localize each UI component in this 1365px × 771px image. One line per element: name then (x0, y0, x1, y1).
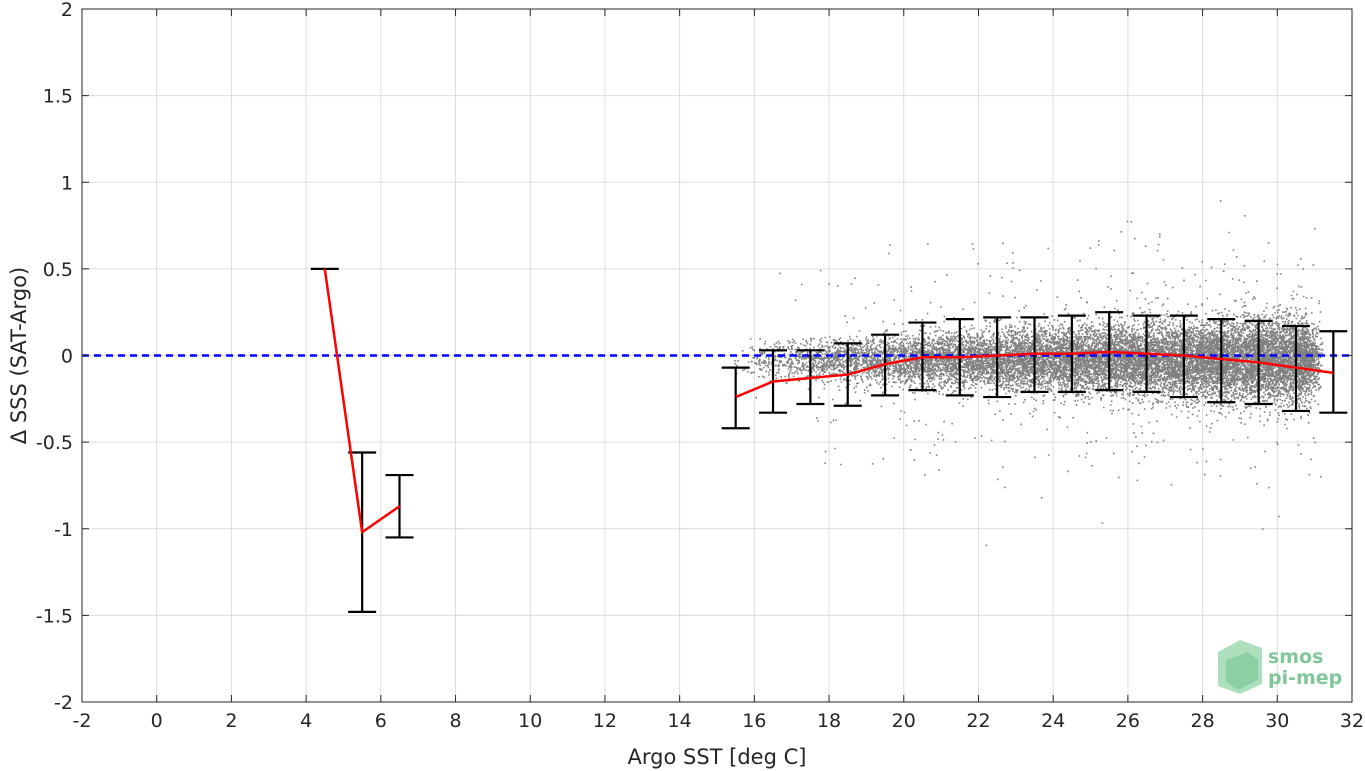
y-tick-label: 0.5 (43, 259, 73, 281)
logo-line2: pi-mep (1268, 667, 1342, 689)
error-bars (310, 267, 1348, 614)
x-axis-ticks: -2 0 2 4 6 8 10 12 14 16 18 20 22 24 26 28 30 32 (73, 9, 1364, 732)
binned-mean-line-warm (735, 350, 1334, 399)
x-tick-label: 0 (151, 710, 163, 732)
x-axis-label: Argo SST [deg C] (628, 745, 807, 769)
x-tick-label: 8 (449, 710, 461, 732)
y-tick-label: -1 (54, 519, 73, 541)
x-tick-label: 14 (668, 710, 692, 732)
y-tick-label: 1.5 (43, 86, 73, 108)
y-axis-ticks: 2 1.5 1 0.5 0 -0.5 -1 -1.5 -2 (36, 0, 1352, 714)
x-tick-label: 26 (1116, 710, 1140, 732)
logo-line1: smos (1268, 646, 1323, 668)
y-tick-label: -0.5 (36, 432, 73, 454)
y-tick-label: 2 (61, 0, 73, 21)
x-tick-label: 30 (1265, 710, 1289, 732)
x-tick-label: 10 (518, 710, 542, 732)
y-tick-label: 0 (61, 346, 73, 368)
error-bar (1207, 318, 1236, 404)
x-tick-label: 20 (892, 710, 916, 732)
y-axis-label: Δ SSS (SAT-Argo) (7, 267, 31, 444)
x-tick-label: 6 (375, 710, 387, 732)
binned-mean-line (323, 268, 401, 535)
x-tick-label: 22 (966, 710, 990, 732)
y-tick-label: 1 (61, 172, 73, 194)
x-tick-label: -2 (73, 710, 92, 732)
y-tick-label: -1.5 (36, 605, 73, 627)
error-bar (385, 473, 414, 539)
logo-mark-inner-icon (1226, 652, 1258, 690)
error-bar (721, 366, 750, 430)
x-tick-label: 16 (742, 710, 766, 732)
smos-pi-mep-logo: smos pi-mep (1218, 640, 1342, 694)
x-tick-label: 18 (817, 710, 841, 732)
y-tick-label: -2 (54, 692, 73, 714)
error-bar (983, 316, 1012, 399)
x-tick-label: 32 (1340, 710, 1364, 732)
x-tick-label: 12 (593, 710, 617, 732)
x-tick-label: 24 (1041, 710, 1065, 732)
x-tick-label: 4 (300, 710, 312, 732)
x-tick-label: 2 (225, 710, 237, 732)
x-tick-label: 28 (1190, 710, 1214, 732)
